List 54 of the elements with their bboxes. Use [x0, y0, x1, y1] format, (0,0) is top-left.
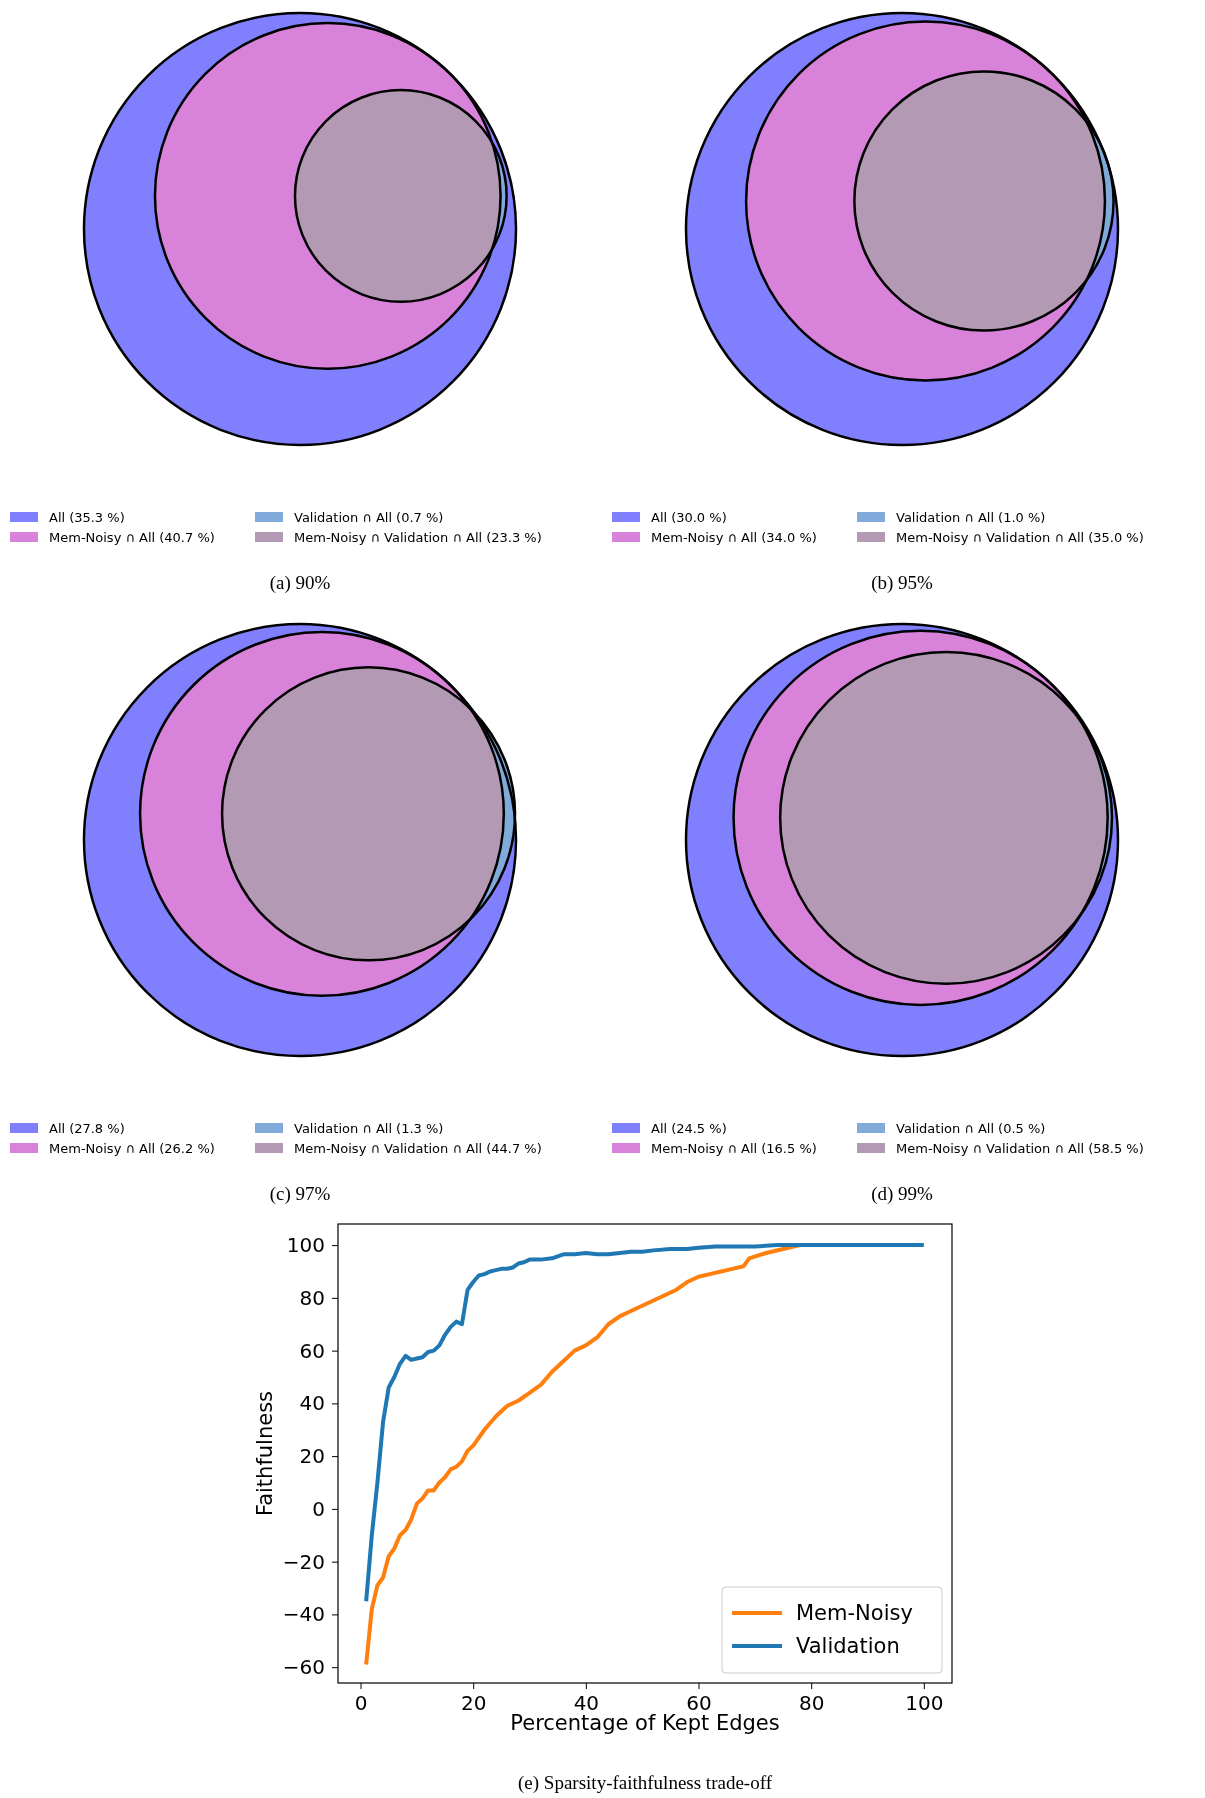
category-label: All — [49, 1120, 66, 1136]
category-label: Mem-Noisy ∩ Validation ∩ All — [896, 1140, 1085, 1156]
category-label: All — [49, 509, 66, 525]
y-axis-title: Faithfulness — [253, 1390, 277, 1517]
y-tick-label: 20 — [299, 1444, 325, 1469]
data-label: (24.5 %) — [671, 1120, 727, 1136]
legend-label: Validation — [796, 1634, 900, 1659]
legend-label: Mem-Noisy — [796, 1601, 913, 1626]
data-label: (35.3 %) — [69, 509, 125, 525]
category-label: All — [651, 509, 668, 525]
y-tick-label: 80 — [299, 1285, 325, 1310]
x-tick-label: 80 — [798, 1691, 825, 1715]
category-label: Mem-Noisy ∩ All — [651, 1140, 758, 1156]
data-label: (34.0 %) — [761, 529, 817, 545]
data-label: (40.7 %) — [159, 529, 215, 545]
text: (c) 97% — [269, 1182, 331, 1205]
y-tick-label: 100 — [286, 1233, 325, 1257]
y-tick-label: −20 — [282, 1549, 325, 1574]
data-label: (0.5 %) — [998, 1120, 1046, 1136]
line-series — [364, 1243, 926, 1604]
category-label: Mem-Noisy ∩ Validation ∩ All — [294, 1140, 483, 1156]
category-label: Validation ∩ All — [896, 1120, 995, 1136]
y-tick-label: 0 — [312, 1496, 325, 1521]
category-label: Mem-Noisy ∩ Validation ∩ All — [896, 529, 1085, 545]
data-label: (16.5 %) — [761, 1140, 817, 1156]
y-tick-label: 60 — [299, 1338, 325, 1363]
text: (a) 90% — [269, 571, 331, 594]
y-tick-label: −40 — [282, 1602, 325, 1627]
data-label: (1.3 %) — [396, 1120, 444, 1136]
data-label: (58.5 %) — [1088, 1140, 1144, 1156]
data-label: (44.7 %) — [486, 1140, 542, 1156]
data-label: (0.7 %) — [396, 509, 444, 525]
x-tick-label: 0 — [354, 1691, 368, 1715]
data-label: (23.3 %) — [486, 529, 542, 545]
x-tick-label: 100 — [905, 1691, 944, 1715]
data-label: (1.0 %) — [998, 509, 1046, 525]
x-tick-label: 20 — [460, 1691, 487, 1715]
text: (d) 99% — [871, 1182, 934, 1205]
y-tick-label: −60 — [282, 1655, 325, 1680]
data-label: (30.0 %) — [671, 509, 727, 525]
category-label: Mem-Noisy ∩ All — [49, 529, 156, 545]
category-label: All — [651, 1120, 668, 1136]
category-label: Mem-Noisy ∩ All — [49, 1140, 156, 1156]
category-label: Validation ∩ All — [294, 509, 393, 525]
category-label: Mem-Noisy ∩ Validation ∩ All — [294, 529, 483, 545]
text: (e) Sparsity-faithfulness trade-off — [518, 1771, 773, 1794]
data-label: (27.8 %) — [69, 1120, 125, 1136]
data-label: (26.2 %) — [159, 1140, 215, 1156]
y-tick-label: 40 — [299, 1391, 325, 1416]
category-label: Mem-Noisy ∩ All — [651, 529, 758, 545]
text: (b) 95% — [871, 571, 934, 594]
data-label: (35.0 %) — [1088, 529, 1144, 545]
category-label: Validation ∩ All — [896, 509, 995, 525]
category-label: Validation ∩ All — [294, 1120, 393, 1136]
